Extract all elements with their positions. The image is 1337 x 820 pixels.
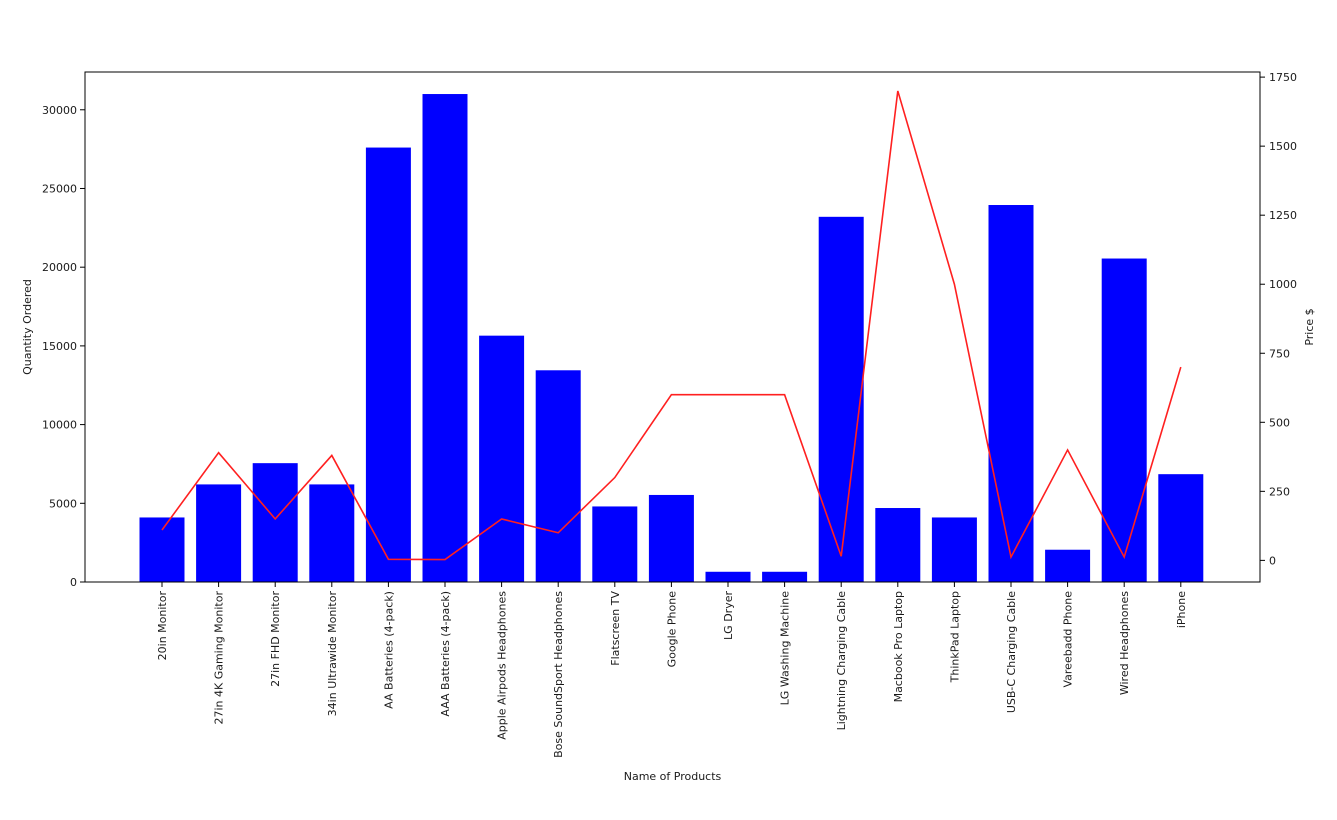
x-tick-label: Flatscreen TV [609,591,622,666]
y-axis-left: 0 5000 10000 15000 20000 25000 30000 [42,104,85,589]
x-tick-label: 34in Ultrawide Monitor [326,591,339,717]
x-tick-label: Google Phone [665,591,678,668]
price-line [161,90,1182,561]
x-tick-label: LG Washing Machine [779,591,792,706]
y-left-tick-label: 15000 [42,340,77,353]
y-left-tick-label: 5000 [49,497,77,510]
bar [252,463,298,582]
bar [931,517,977,582]
x-tick-label: AA Batteries (4-pack) [382,591,395,709]
bar [762,571,808,582]
bar [818,216,864,582]
y-right-tick-label: 1750 [1269,71,1297,84]
y-right-tick-label: 250 [1269,485,1290,498]
x-tick-label: 27in 4K Gaming Monitor [213,591,226,725]
y-right-tick-label: 1250 [1269,209,1297,222]
bar [309,484,355,582]
bar [1101,258,1147,582]
y-axis-right-label: Price $ [1303,308,1316,345]
x-tick-label: Bose SoundSport Headphones [552,591,565,758]
y-right-tick-label: 750 [1269,347,1290,360]
x-tick-label: iPhone [1175,591,1188,628]
x-tick-label: Lightning Charging Cable [835,591,848,731]
bar [648,494,694,582]
y-right-tick-label: 500 [1269,416,1290,429]
bar [479,335,525,582]
bar [705,571,751,582]
bar [365,147,411,583]
y-axis-left-label: Quantity Ordered [21,279,34,375]
bar [422,94,468,582]
y-left-tick-label: 20000 [42,261,77,274]
x-tick-label: Apple Airpods Headphones [496,591,509,740]
bar [592,506,638,582]
bar [1045,549,1091,582]
y-left-tick-label: 25000 [42,182,77,195]
x-axis-label: Name of Products [624,770,722,783]
y-right-tick-label: 1500 [1269,140,1297,153]
x-tick-label: Macbook Pro Laptop [892,591,905,702]
x-tick-label: 27in FHD Monitor [269,591,282,687]
x-tick-label: AAA Batteries (4-pack) [439,591,452,717]
y-right-tick-label: 0 [1269,554,1276,567]
x-tick-label: ThinkPad Laptop [948,591,961,683]
x-tick-label: 20in Monitor [156,591,169,661]
x-tick-label: Vareebadd Phone [1062,591,1075,688]
bars-layer [139,94,1204,583]
bar [988,205,1034,582]
y-right-tick-label: 1000 [1269,278,1297,291]
bar [196,484,242,582]
y-left-tick-label: 30000 [42,104,77,117]
bar [875,508,921,582]
y-axis-right: 0 250 500 750 1000 1250 1500 1750 [1260,71,1297,567]
x-tick-label: Wired Headphones [1118,591,1131,695]
bar [535,370,581,582]
x-tick-label: USB-C Charging Cable [1005,591,1018,713]
y-left-tick-label: 10000 [42,419,77,432]
y-left-tick-label: 0 [70,576,77,589]
plot-frame [84,71,1261,583]
bar [139,517,185,582]
x-axis: 20in Monitor 27in 4K Gaming Monitor 27in F… [156,582,1188,758]
x-tick-label: LG Dryer [722,591,735,640]
bar [1158,474,1204,582]
